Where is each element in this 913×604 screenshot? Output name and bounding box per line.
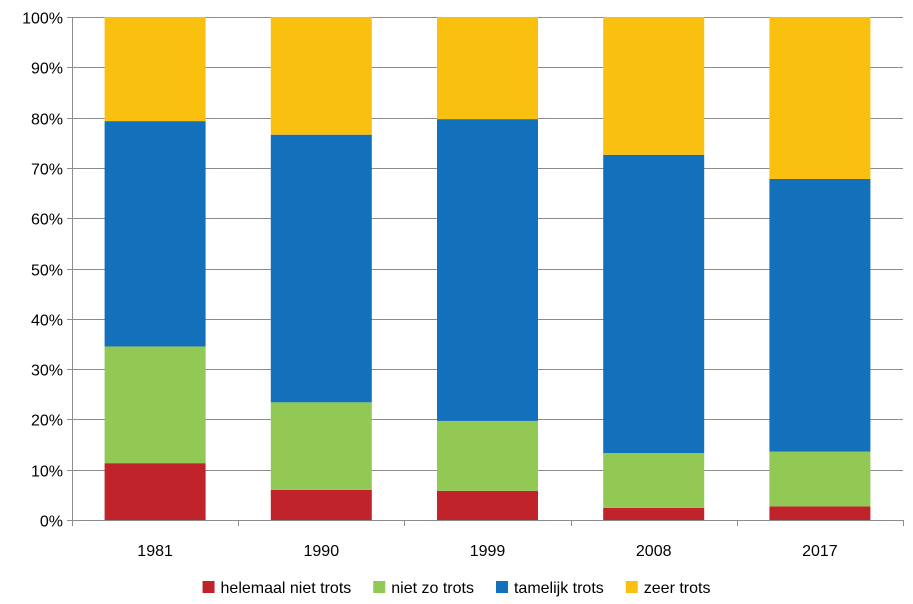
- bar-tamelijk-trots-2008: [603, 154, 705, 454]
- bar-tamelijk-trots-1981: [104, 121, 206, 347]
- y-axis: 0% 10% 20% 30% 40% 50% 60% 70% 80% 90% 100%: [22, 11, 73, 531]
- bar-zeer-trots-1990: [270, 17, 372, 135]
- legend-swatch: [625, 581, 638, 593]
- bar-helemaal-niet-trots-1999: [437, 490, 538, 520]
- bar-tamelijk-trots-1999: [437, 119, 538, 421]
- y-tick-label: 0%: [40, 514, 63, 531]
- bar-helemaal-niet-trots-2017: [769, 506, 871, 520]
- y-tick-label: 90%: [31, 61, 63, 78]
- bar-zeer-trots-2017: [769, 17, 871, 179]
- y-tick-label: 30%: [31, 363, 63, 380]
- bar-tamelijk-trots-2017: [769, 178, 871, 452]
- bar-niet-zo-trots-1981: [104, 346, 206, 464]
- bar-zeer-trots-1981: [104, 17, 206, 122]
- x-tick-label: 2017: [802, 543, 838, 560]
- y-tick-label: 80%: [31, 112, 63, 129]
- y-tick-label: 40%: [31, 313, 63, 330]
- legend-label: zeer trots: [644, 580, 711, 597]
- legend-swatch: [202, 581, 215, 593]
- x-tick-label: 1999: [470, 543, 506, 560]
- x-tick-label: 2008: [636, 543, 672, 560]
- bar-tamelijk-trots-1990: [270, 134, 372, 403]
- legend-swatch: [373, 581, 386, 593]
- legend-label: helemaal niet trots: [221, 580, 352, 597]
- bar-helemaal-niet-trots-1981: [104, 463, 206, 520]
- y-tick-label: 10%: [31, 464, 63, 481]
- legend-label: niet zo trots: [391, 580, 474, 597]
- bar-zeer-trots-1999: [437, 17, 538, 120]
- bars: [104, 17, 871, 520]
- y-tick-label: 100%: [22, 11, 63, 28]
- y-tick-label: 60%: [31, 212, 63, 229]
- bar-zeer-trots-2008: [603, 17, 705, 155]
- x-axis: 1981 1990 1999 2008 2017: [72, 520, 904, 560]
- legend-label: tamelijk trots: [514, 580, 604, 597]
- x-tick-label: 1981: [137, 543, 173, 560]
- y-tick-label: 20%: [31, 413, 63, 430]
- y-tick-label: 50%: [31, 263, 63, 280]
- bar-niet-zo-trots-2017: [769, 451, 871, 507]
- legend-swatch: [495, 581, 508, 593]
- x-tick-label: 1990: [304, 543, 340, 560]
- bar-niet-zo-trots-1990: [270, 402, 372, 490]
- legend: helemaal niet trots niet zo trots tamelijk…: [202, 580, 711, 597]
- bar-niet-zo-trots-1999: [437, 420, 538, 491]
- bar-helemaal-niet-trots-1990: [270, 489, 372, 520]
- bar-helemaal-niet-trots-2008: [603, 507, 705, 520]
- y-tick-label: 70%: [31, 162, 63, 179]
- bar-niet-zo-trots-2008: [603, 453, 705, 508]
